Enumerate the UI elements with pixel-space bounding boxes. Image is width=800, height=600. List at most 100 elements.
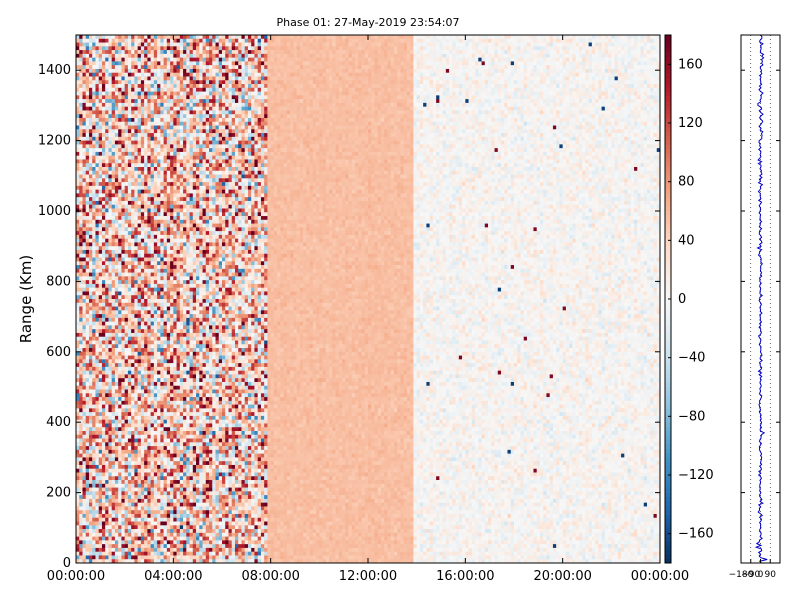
heatmap-cell — [134, 68, 138, 74]
heatmap-cell — [160, 385, 164, 390]
heatmap-cell — [166, 517, 171, 522]
heatmap-cell — [189, 329, 194, 334]
heatmap-cell — [153, 547, 158, 552]
heatmap-cell — [79, 521, 83, 526]
heatmap-cell — [157, 457, 161, 462]
heatmap-cell — [157, 246, 161, 251]
heatmap-cell — [144, 163, 148, 168]
heatmap-cell — [153, 351, 158, 356]
heatmap-cell — [108, 555, 112, 560]
heatmap-cell — [163, 363, 168, 368]
heatmap-cell — [114, 193, 119, 198]
heatmap-cell — [92, 408, 96, 413]
heatmap-cell — [179, 50, 184, 55]
heatmap-cell — [85, 480, 90, 485]
heatmap-cell — [76, 291, 80, 296]
heatmap-cell — [76, 359, 80, 364]
heatmap-cell — [189, 246, 194, 251]
heatmap-cell — [76, 510, 80, 515]
heatmap-cell — [157, 487, 161, 492]
heatmap-cell — [166, 340, 171, 345]
heatmap-cell — [157, 106, 161, 111]
heatmap-cell — [124, 378, 129, 383]
heatmap-cell — [108, 540, 112, 545]
heatmap-cell — [170, 276, 174, 281]
heatmap-cell — [127, 389, 132, 394]
heatmap-cell — [124, 50, 129, 55]
heatmap-cell — [183, 472, 187, 477]
heatmap-cell — [108, 140, 112, 145]
heatmap-cell — [163, 295, 168, 300]
heatmap-cell — [166, 87, 171, 92]
heatmap-cell — [95, 340, 100, 345]
heatmap-cell — [121, 483, 125, 488]
heatmap-cell — [160, 133, 164, 138]
heatmap-cell — [95, 476, 100, 481]
heatmap-cell — [105, 95, 109, 100]
heatmap-cell — [76, 431, 80, 436]
heatmap-cell — [150, 502, 155, 507]
heatmap-cell — [140, 344, 145, 349]
heatmap-cell — [140, 182, 145, 187]
heatmap-cell — [121, 393, 125, 398]
heatmap-cell — [147, 359, 151, 364]
heatmap-cell — [98, 261, 103, 266]
heatmap-cell — [189, 167, 194, 172]
heatmap-cell — [114, 95, 119, 100]
heatmap-cell — [186, 283, 190, 288]
heatmap-cell — [186, 38, 190, 43]
heatmap-cell — [124, 136, 129, 141]
heatmap-cell — [179, 468, 184, 473]
heatmap-cell — [170, 76, 174, 81]
heatmap-cell — [95, 506, 100, 511]
heatmap-cell — [85, 344, 90, 349]
heatmap-cell — [147, 182, 151, 187]
heatmap-cell — [189, 129, 194, 134]
heatmap-cell — [85, 329, 90, 334]
heatmap-cell — [160, 547, 164, 552]
heatmap-cell — [144, 178, 148, 183]
heatmap-cell — [150, 329, 155, 334]
heatmap-cell — [157, 276, 161, 281]
heatmap-cell — [127, 314, 132, 319]
heatmap-cell — [121, 366, 125, 371]
heatmap-cell — [153, 125, 158, 130]
heatmap-cell — [105, 57, 109, 62]
heatmap-cell — [95, 155, 100, 160]
heatmap-cell — [173, 231, 177, 236]
heatmap-cell — [157, 53, 161, 58]
heatmap-cell — [160, 204, 164, 209]
heatmap-cell — [170, 129, 174, 134]
heatmap-cell — [114, 400, 119, 405]
heatmap-cell — [105, 238, 109, 243]
heatmap-cell — [101, 151, 106, 156]
heatmap-cell — [85, 178, 90, 183]
heatmap-cell — [105, 544, 109, 549]
heatmap-cell — [170, 449, 174, 454]
heatmap-cell — [160, 257, 164, 262]
heatmap-cell — [124, 483, 129, 488]
heatmap-cell — [114, 498, 119, 503]
heatmap-cell — [179, 325, 184, 330]
heatmap-cell — [108, 374, 112, 379]
heatmap-cell — [82, 212, 87, 217]
heatmap-cell — [170, 498, 174, 503]
heatmap-cell — [108, 148, 112, 153]
heatmap-cell — [153, 95, 158, 100]
heatmap-cell — [101, 359, 106, 364]
heatmap-cell — [108, 306, 112, 311]
heatmap-cell — [111, 381, 116, 387]
heatmap-cell — [134, 355, 138, 360]
heatmap-cell — [79, 532, 83, 537]
heatmap-cell — [157, 249, 161, 255]
heatmap-cell — [140, 133, 145, 138]
heatmap-cell — [131, 204, 135, 209]
heatmap-cell — [163, 283, 168, 288]
heatmap-cell — [153, 291, 158, 296]
heatmap-cell — [186, 389, 190, 394]
heatmap-cell — [147, 102, 151, 107]
heatmap-cell — [186, 506, 190, 511]
heatmap-cell — [95, 381, 100, 387]
heatmap-cell — [124, 480, 129, 485]
heatmap-cell — [127, 351, 132, 356]
